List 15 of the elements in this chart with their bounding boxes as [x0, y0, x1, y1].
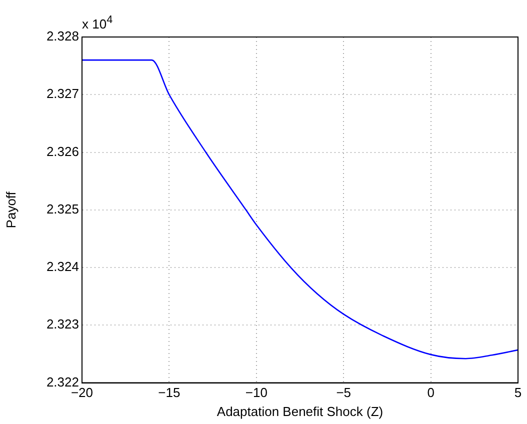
y-tick-label: 2.325: [46, 201, 79, 216]
x-axis-title: Adaptation Benefit Shock (Z): [216, 404, 384, 419]
y-tick-label: 2.328: [46, 28, 79, 44]
y-axis-title: Payoff: [3, 191, 18, 228]
y-tick-label: 2.323: [46, 316, 79, 332]
x-tick-label: −15: [158, 385, 180, 400]
x-tick-label: −5: [336, 385, 352, 400]
x-tick-label: 5: [514, 385, 522, 400]
text: x 10$^{4}$: [82, 14, 113, 32]
y-tick-label: 2.326: [46, 144, 79, 159]
y-tick-label: 2.327: [46, 86, 79, 102]
y-tick-label: 2.324: [46, 259, 79, 274]
x-tick-label: 0: [427, 385, 434, 400]
line-series: [82, 59, 518, 360]
x-tick-label: −10: [245, 385, 268, 400]
